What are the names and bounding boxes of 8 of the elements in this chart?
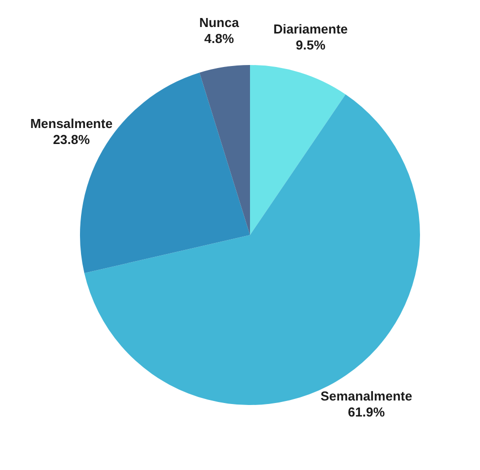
slice-label: Nunca bbox=[199, 14, 240, 30]
data-label: 9.5% bbox=[296, 38, 326, 53]
data-label: 4.8% bbox=[204, 30, 234, 46]
slice-label: Semanalmente bbox=[320, 388, 412, 404]
slice-label: Mensalmente bbox=[30, 116, 113, 131]
data-label: 23.8% bbox=[52, 132, 90, 147]
slice-label: Diariamente bbox=[273, 22, 348, 37]
data-label: 61.9% bbox=[348, 404, 386, 420]
